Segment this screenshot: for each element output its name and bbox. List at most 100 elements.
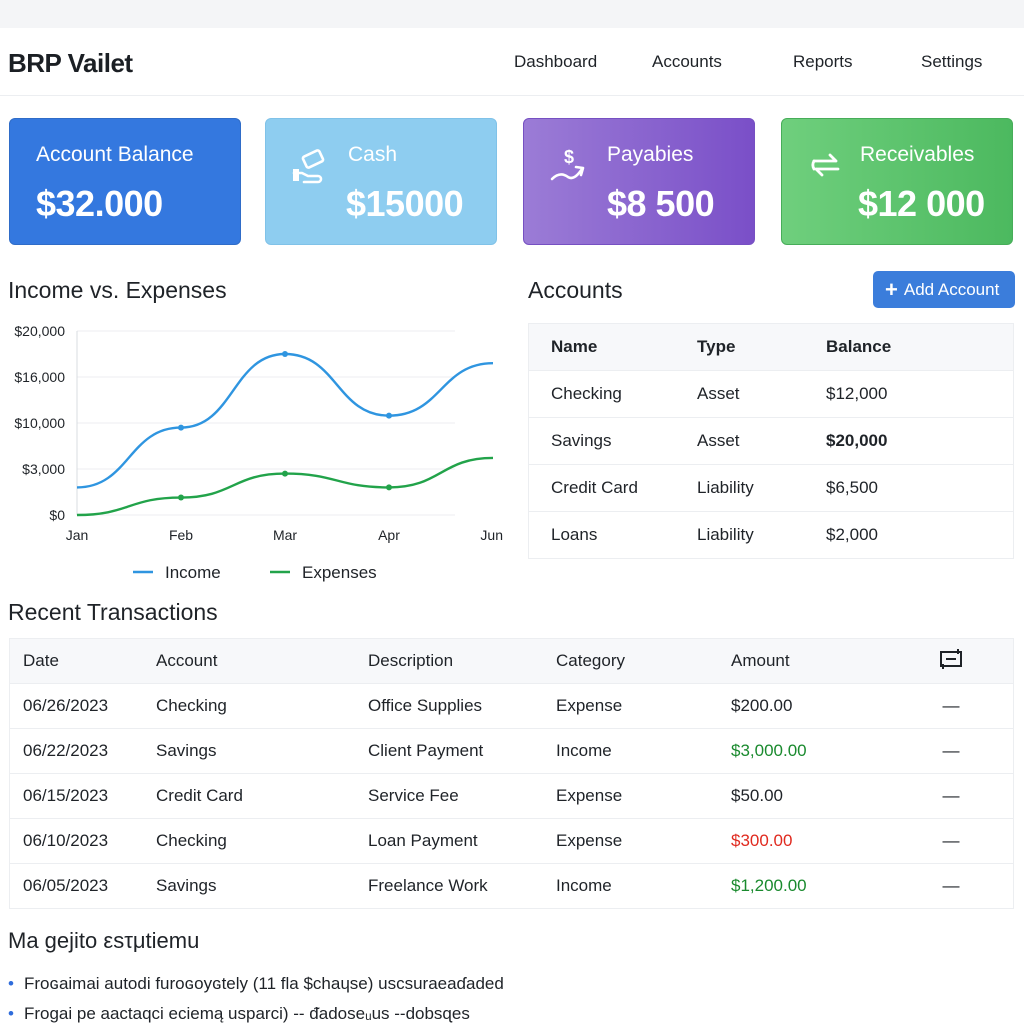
account-balance-card[interactable]: Account Balance $32.000 (9, 118, 241, 245)
card-value: $32.000 (36, 183, 163, 224)
table-row[interactable]: Loans Liability $2,000 (529, 511, 1013, 558)
series-line-income (76, 352, 494, 489)
column-header-balance[interactable]: Balance (826, 337, 892, 356)
table-row[interactable]: Credit Card Liability $6,500 (529, 464, 1013, 511)
x-tick-label: Jun (480, 527, 503, 543)
column-header-date[interactable]: Date (23, 651, 59, 670)
row-action-button[interactable]: — (942, 741, 960, 760)
chart-series (76, 351, 494, 517)
table-row[interactable]: Checking Asset $12,000 (529, 370, 1013, 417)
nav-settings[interactable]: Settings (921, 52, 983, 71)
data-point (386, 412, 392, 419)
legend-label: Income (165, 563, 221, 582)
x-tick-label: Jan (66, 527, 89, 543)
payables-card[interactable]: $ Payabies $8 500 (523, 118, 755, 245)
notes-title: Ma gejito εsτμtiemu (8, 928, 200, 953)
card-value: $8 500 (607, 183, 715, 224)
transaction-date: 06/26/2023 (23, 696, 109, 715)
row-action-button[interactable]: — (942, 876, 960, 895)
transaction-category: Expense (556, 696, 623, 715)
transaction-date: 06/22/2023 (23, 741, 109, 760)
add-account-button[interactable]: + Add Account (873, 271, 1015, 308)
transaction-account: Savings (156, 876, 217, 895)
transaction-amount: $300.00 (731, 831, 793, 850)
data-point (178, 494, 184, 501)
chart-grid (76, 330, 455, 516)
transaction-description: Client Payment (368, 741, 484, 760)
card-label: Cash (348, 143, 398, 166)
transaction-account: Savings (156, 741, 217, 760)
row-action-button[interactable]: — (942, 831, 960, 850)
data-point (282, 351, 288, 357)
account-type: Liability (697, 525, 754, 544)
chart-x-ticks: Jan Feb Mar Apr Jun (66, 527, 503, 543)
transaction-description: Freelance Work (368, 876, 488, 895)
transaction-category: Expense (556, 786, 623, 805)
svg-text:$: $ (564, 147, 574, 167)
nav-reports[interactable]: Reports (793, 52, 853, 71)
column-header-description[interactable]: Description (368, 651, 454, 670)
income-expenses-chart: $20,000 $16,000 $10,000 $3,000 $0 Jan Feb Mar A… (14, 323, 503, 582)
y-tick-label: $0 (49, 507, 65, 523)
export-icon[interactable] (921, 648, 981, 675)
transactions-title: Recent Transactions (8, 599, 218, 625)
x-tick-label: Apr (378, 527, 400, 543)
transaction-category: Expense (556, 831, 623, 850)
column-header-account[interactable]: Account (156, 651, 218, 670)
row-action-button[interactable]: — (942, 696, 960, 715)
nav-accounts[interactable]: Accounts (652, 52, 722, 71)
transaction-date: 06/05/2023 (23, 876, 109, 895)
chart-legend: Income Expenses (133, 563, 377, 582)
table-row[interactable]: 06/10/2023 Checking Loan Payment Expense $30… (10, 818, 1013, 863)
table-row[interactable]: Savings Asset $20,000 (529, 417, 1013, 464)
table-header-row: Date Account Description Category Amount (10, 639, 1013, 683)
note-text: Froɢaimai autodi furoɢoyɢtely (11 fla $c… (23, 974, 504, 993)
transaction-description: Loan Payment (368, 831, 478, 850)
add-account-label: Add Account (903, 279, 1000, 299)
series-line-expenses (76, 456, 494, 517)
transaction-category: Income (556, 741, 612, 760)
column-header-amount[interactable]: Amount (731, 651, 790, 670)
data-point (178, 424, 184, 431)
account-balance: $20,000 (826, 431, 888, 450)
accounts-table: Name Type Balance Checking Asset $12,000… (528, 323, 1014, 559)
note-item: • Froɡai pe aactaqci eciemą usparci) -- ᵭ… (8, 1004, 470, 1023)
app-title: BRP Vailet (8, 48, 133, 78)
account-name: Savings (551, 431, 612, 450)
card-value: $12 000 (858, 183, 985, 224)
card-value: $15000 (346, 183, 464, 224)
nav-dashboard[interactable]: Dashboard (514, 52, 598, 71)
transaction-account: Credit Card (156, 786, 243, 805)
data-point (386, 484, 392, 491)
row-action-button[interactable]: — (942, 786, 960, 805)
account-name: Credit Card (551, 478, 638, 497)
y-tick-label: $10,000 (14, 415, 65, 431)
data-point (282, 470, 288, 477)
cash-hand-icon (292, 149, 325, 184)
transaction-amount: $1,200.00 (731, 876, 807, 895)
column-header-name[interactable]: Name (551, 337, 598, 356)
export-icon-graphic (940, 648, 962, 669)
column-header-category[interactable]: Category (556, 651, 625, 670)
table-row[interactable]: 06/26/2023 Checking Office Supplies Expense… (10, 683, 1013, 728)
note-item: • Froɢaimai autodi furoɢoyɢtely (11 fla $… (8, 974, 504, 993)
table-row[interactable]: 06/05/2023 Savings Freelance Work Income $1,… (10, 863, 1013, 908)
exchange-arrows-icon (811, 153, 840, 177)
account-type: Liability (697, 478, 754, 497)
transaction-amount: $50.00 (731, 786, 783, 805)
app-header: BRP Vailet Dashboard Accounts Reports Se… (0, 28, 1024, 96)
transaction-category: Income (556, 876, 612, 895)
y-tick-label: $16,000 (14, 369, 65, 385)
receivables-card[interactable]: Receivables $12 000 (781, 118, 1013, 245)
table-row[interactable]: 06/22/2023 Savings Client Payment Income $3,… (10, 728, 1013, 773)
card-label: Payabies (607, 143, 694, 166)
transaction-amount: $200.00 (731, 696, 793, 715)
x-tick-label: Mar (273, 527, 297, 543)
transaction-account: Checking (156, 696, 227, 715)
chart-y-ticks: $20,000 $16,000 $10,000 $3,000 $0 (14, 323, 65, 523)
column-header-type[interactable]: Type (697, 337, 736, 356)
table-row[interactable]: 06/15/2023 Credit Card Service Fee Expense $… (10, 773, 1013, 818)
transaction-amount: $3,000.00 (731, 741, 807, 760)
plus-icon: + (885, 276, 898, 302)
cash-card[interactable]: Cash $15000 (265, 118, 497, 245)
